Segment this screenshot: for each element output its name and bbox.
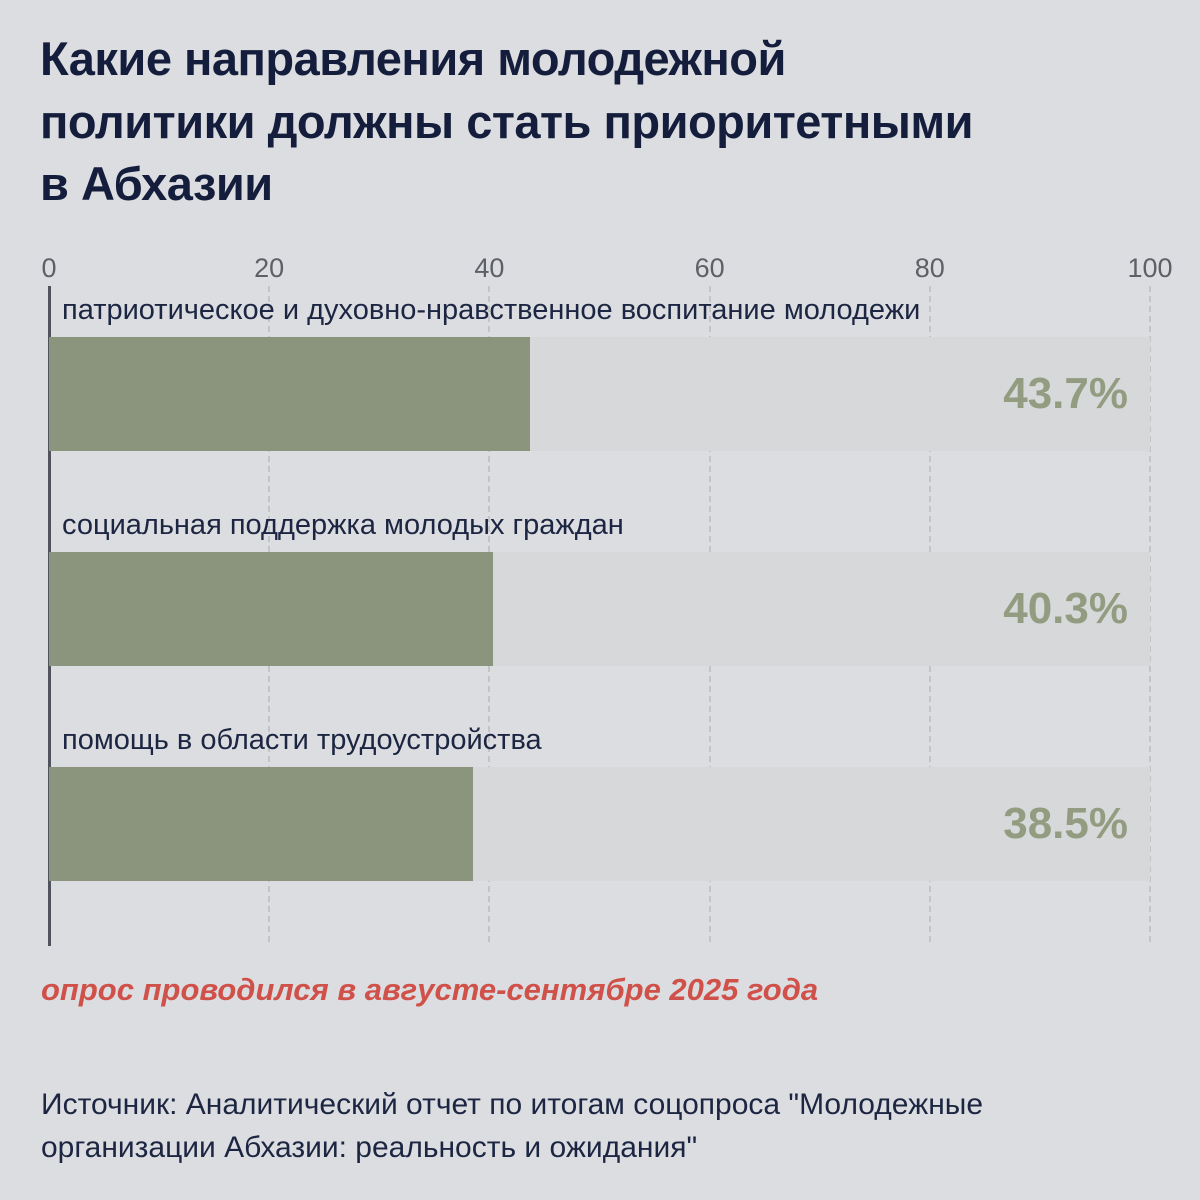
x-axis-tick-label: 0 — [41, 253, 57, 283]
bar-track: 40.3% — [49, 552, 1150, 666]
survey-period-note: опрос проводился в августе-сентябре 2025… — [41, 972, 819, 1007]
value-label: 38.5% — [1003, 799, 1128, 848]
x-axis-tick-label: 100 — [1127, 253, 1173, 283]
bar-track: 43.7% — [49, 337, 1150, 451]
category-label: помощь в области трудоустройства — [62, 724, 542, 756]
value-label: 40.3% — [1003, 584, 1128, 633]
x-axis-tick-label: 20 — [254, 253, 285, 283]
chart-title-line: Какие направления молодежной — [40, 32, 786, 85]
bar-fill — [49, 767, 473, 881]
source-attribution: Источник: Аналитический отчет по итогам … — [41, 1084, 983, 1169]
source-attribution-line: Источник: Аналитический отчет по итогам … — [41, 1088, 984, 1121]
category-label: социальная поддержка молодых граждан — [62, 509, 624, 541]
value-label: 43.7% — [1003, 369, 1128, 418]
x-axis-tick-label: 60 — [694, 253, 725, 283]
bar-fill — [49, 337, 531, 451]
chart-title-line: политики должны стать приоритетными — [40, 94, 974, 148]
x-axis-tick-label: 80 — [914, 253, 945, 283]
chart-title: Какие направления молодежной политики дол… — [40, 28, 1180, 216]
x-axis-tick-label: 40 — [474, 253, 505, 283]
gridline — [1149, 286, 1151, 942]
source-attribution-line: организации Абхазии: реальность и ожидан… — [41, 1130, 698, 1164]
category-label: патриотическое и духовно-нравственное во… — [62, 294, 921, 326]
bar-track: 38.5% — [49, 767, 1150, 881]
bar-fill — [49, 552, 493, 666]
chart-title-line: в Абхазии — [40, 157, 273, 210]
